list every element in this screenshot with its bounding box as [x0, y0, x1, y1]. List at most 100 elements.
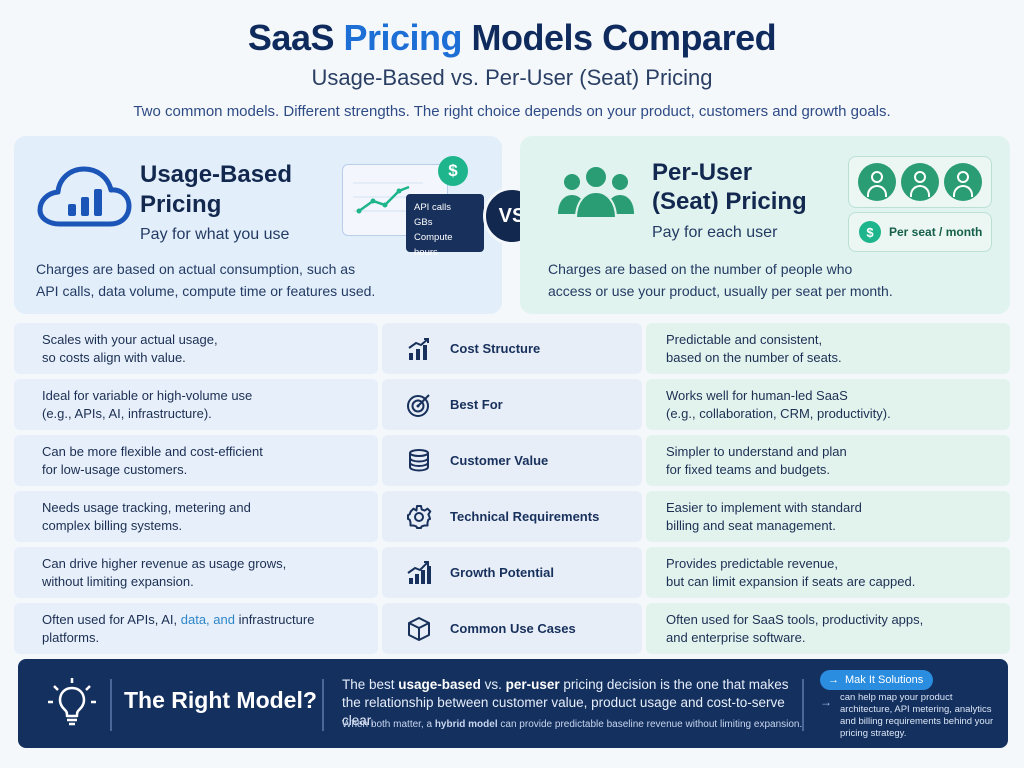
target-icon: [407, 393, 430, 417]
metric-gbs: GBs: [414, 217, 433, 228]
seat-description: Charges are based on the number of peopl…: [548, 258, 893, 302]
table-row: Ideal for variable or high-volume use (e…: [14, 379, 1010, 430]
table-row: Can be more flexible and cost-efficient …: [14, 435, 1010, 486]
cell-text-highlight: data, and: [180, 611, 235, 627]
banner-note-bold: hybrid model: [434, 719, 498, 730]
coins-icon: [409, 448, 429, 472]
seat-avatars: [848, 156, 992, 208]
per-user-card: Per-User (Seat) Pricing Pay for each use…: [520, 136, 1010, 314]
brand-name: Mak It Solutions: [845, 674, 924, 686]
arrow-right-icon: →: [828, 674, 839, 686]
title-part-saas: SaaS: [247, 17, 335, 58]
seat-title-line2: (Seat) Pricing: [652, 188, 807, 215]
user-group-icon: [558, 165, 634, 219]
seat-cell: Easier to implement with standard billin…: [646, 491, 1010, 542]
seat-subtitle: Pay for each user: [652, 224, 778, 241]
right-model-banner: The Right Model? The best usage-based vs…: [18, 659, 1008, 748]
title-rest: Models Compared: [471, 17, 777, 58]
usage-description: Charges are based on actual consumption,…: [36, 258, 375, 302]
table-row: Needs usage tracking, metering and compl…: [14, 491, 1010, 542]
usage-desc-line2: API calls, data volume, compute time or …: [36, 283, 376, 299]
chart-up-icon: [408, 337, 429, 360]
usage-title-line2: Pricing: [140, 191, 222, 218]
usage-cell: Can be more flexible and cost-efficient …: [14, 435, 378, 486]
usage-cell: Needs usage tracking, metering and compl…: [14, 491, 378, 542]
seat-cell: Works well for human-led SaaS (e.g., col…: [646, 379, 1010, 430]
usage-cell: Often used for APIs, AI, data, and infra…: [14, 603, 378, 654]
criteria-label: Best For: [450, 396, 503, 412]
usage-metrics-box: API calls GBs Compute hours: [406, 194, 484, 258]
criteria-label: Cost Structure: [450, 340, 541, 356]
cell-text-part: infrastructure platforms.: [42, 611, 315, 645]
table-row: Can drive higher revenue as usage grows,…: [14, 547, 1010, 598]
banner-title: The Right Model?: [124, 687, 317, 713]
per-seat-pill: $ Per seat / month: [848, 212, 992, 252]
banner-divider: [322, 679, 324, 731]
banner-divider: [802, 679, 804, 731]
cell-text: Often used for APIs, AI, data, and infra…: [42, 611, 314, 647]
criteria-cell: Technical Requirements: [382, 491, 642, 542]
brand-description: can help map your product architecture, …: [840, 692, 994, 739]
seat-cell: Predictable and consistent, based on the…: [646, 323, 1010, 374]
cell-text: Needs usage tracking, metering and compl…: [42, 499, 251, 533]
cell-text: Works well for human-led SaaS (e.g., col…: [666, 387, 891, 421]
table-row: Often used for APIs, AI, data, and infra…: [14, 603, 1010, 654]
usage-cell: Scales with your actual usage, so costs …: [14, 323, 378, 374]
criteria-label: Common Use Cases: [450, 620, 576, 636]
banner-text-part: The best: [342, 677, 399, 692]
metric-compute-hours: Compute hours: [414, 232, 453, 258]
cell-text-part: Often used for APIs, AI,: [42, 611, 181, 627]
banner-text-part: vs.: [480, 677, 506, 692]
criteria-cell: Growth Potential: [382, 547, 642, 598]
comparison-table: Scales with your actual usage, so costs …: [14, 323, 1010, 659]
lightbulb-icon: [48, 678, 96, 726]
banner-text-bold: per-user: [505, 677, 560, 692]
cell-text: Often used for SaaS tools, productivity …: [666, 611, 924, 645]
cell-text: Easier to implement with standard billin…: [666, 499, 862, 533]
user-avatar-icon: [857, 163, 896, 201]
seat-cell: Provides predictable revenue, but can li…: [646, 547, 1010, 598]
seat-title-line1: Per-User: [652, 159, 753, 186]
seat-desc-line2: access or use your product, usually per …: [548, 283, 893, 299]
metric-api-calls: API calls: [414, 202, 451, 213]
usage-cell: Can drive higher revenue as usage grows,…: [14, 547, 378, 598]
cell-text: Can be more flexible and cost-efficient …: [42, 443, 263, 477]
usage-desc-line1: Charges are based on actual consumption,…: [36, 261, 356, 277]
gear-icon: [407, 504, 432, 529]
banner-main-text: The best usage-based vs. per-user pricin…: [342, 676, 802, 730]
seat-cell: Simpler to understand and plan for fixed…: [646, 435, 1010, 486]
usage-subtitle: Pay for what you use: [140, 226, 290, 243]
seat-cell: Often used for SaaS tools, productivity …: [646, 603, 1010, 654]
page-subtitle: Usage-Based vs. Per-User (Seat) Pricing: [311, 65, 713, 90]
user-avatar-icon: [944, 163, 983, 201]
growth-chart-icon: [407, 560, 431, 584]
banner-text-part: pricing decision is the one that makes t…: [342, 677, 789, 728]
usage-cell: Ideal for variable or high-volume use (e…: [14, 379, 378, 430]
cell-text: Scales with your actual usage, so costs …: [42, 331, 218, 365]
usage-based-card: Usage-Based Pricing Pay for what you use…: [14, 136, 502, 314]
dollar-icon: $: [859, 221, 881, 243]
cloud-bar-chart-icon: [37, 166, 132, 227]
criteria-cell: Cost Structure: [382, 323, 642, 374]
usage-title-line1: Usage-Based: [140, 161, 293, 188]
arrow-right-icon: →: [820, 695, 832, 709]
criteria-label: Technical Requirements: [450, 508, 600, 524]
table-row: Scales with your actual usage, so costs …: [14, 323, 1010, 374]
cell-text: Simpler to understand and plan for fixed…: [666, 443, 847, 477]
page-title: SaaS Pricing Models Compared: [0, 16, 1024, 60]
title-accent: Pricing: [343, 17, 463, 58]
brand-pill: → Mak It Solutions: [820, 670, 934, 690]
page-tagline: Two common models. Different strengths. …: [133, 103, 891, 120]
criteria-label: Customer Value: [450, 452, 549, 468]
cell-text: Predictable and consistent, based on the…: [666, 331, 842, 365]
banner-note-part: can provide predictable baseline revenue…: [497, 719, 803, 730]
cube-icon: [408, 616, 430, 641]
criteria-cell: Best For: [382, 379, 642, 430]
banner-note-part: When both matter, a: [342, 719, 435, 730]
cell-text: Provides predictable revenue, but can li…: [666, 555, 916, 589]
dollar-icon: $: [438, 156, 468, 186]
seat-desc-line1: Charges are based on the number of peopl…: [548, 261, 853, 277]
criteria-cell: Common Use Cases: [382, 603, 642, 654]
banner-text-bold: usage-based: [398, 677, 481, 692]
banner-note: When both matter, a hybrid model can pro…: [342, 719, 812, 730]
